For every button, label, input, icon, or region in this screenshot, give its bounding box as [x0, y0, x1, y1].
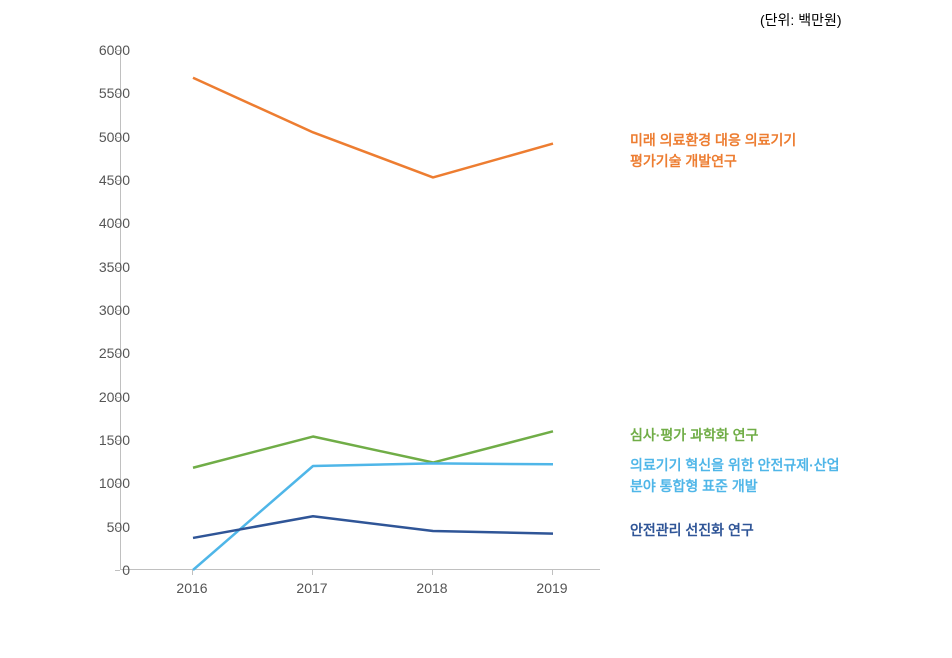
y-tick-label: 1500: [70, 432, 130, 448]
series-line-safety-management: [193, 516, 553, 538]
y-tick-label: 4500: [70, 172, 130, 188]
y-tick-label: 4000: [70, 215, 130, 231]
series-label-review-science: 심사·평가 과학화 연구: [630, 425, 758, 446]
y-tick-mark: [115, 223, 120, 224]
plot-area: [120, 50, 600, 570]
y-tick-label: 5000: [70, 129, 130, 145]
y-tick-label: 2000: [70, 389, 130, 405]
y-tick-label: 5500: [70, 85, 130, 101]
y-tick-mark: [115, 440, 120, 441]
x-tick-mark: [192, 570, 193, 575]
x-tick-mark: [552, 570, 553, 575]
x-tick-mark: [312, 570, 313, 575]
chart-svg: [121, 50, 601, 570]
y-tick-label: 0: [70, 562, 130, 578]
series-line-innovation-standard: [193, 463, 553, 570]
y-tick-mark: [115, 397, 120, 398]
y-tick-label: 3500: [70, 259, 130, 275]
y-tick-mark: [115, 267, 120, 268]
x-tick-label: 2017: [296, 580, 327, 596]
y-tick-mark: [115, 93, 120, 94]
x-tick-label: 2019: [536, 580, 567, 596]
y-tick-mark: [115, 50, 120, 51]
y-tick-mark: [115, 483, 120, 484]
y-tick-mark: [115, 310, 120, 311]
x-tick-label: 2016: [176, 580, 207, 596]
y-tick-mark: [115, 353, 120, 354]
y-tick-label: 3000: [70, 302, 130, 318]
y-tick-mark: [115, 137, 120, 138]
y-tick-label: 1000: [70, 475, 130, 491]
y-tick-label: 500: [70, 519, 130, 535]
y-tick-mark: [115, 570, 120, 571]
y-tick-mark: [115, 527, 120, 528]
series-label-future-medical: 미래 의료환경 대응 의료기기평가기술 개발연구: [630, 130, 796, 172]
x-tick-mark: [432, 570, 433, 575]
line-chart: 0 500 1000 1500 2000 2500 3000 3500 4000 4500 5000…: [60, 40, 620, 610]
series-label-safety-management: 안전관리 선진화 연구: [630, 520, 754, 541]
unit-label: (단위: 백만원): [760, 10, 842, 30]
series-line-review-science: [193, 431, 553, 467]
y-tick-label: 6000: [70, 42, 130, 58]
series-line-future-medical: [193, 78, 553, 178]
series-label-innovation-standard: 의료기기 혁신을 위한 안전규제·산업분야 통합형 표준 개발: [630, 455, 840, 497]
x-tick-label: 2018: [416, 580, 447, 596]
y-tick-mark: [115, 180, 120, 181]
y-tick-label: 2500: [70, 345, 130, 361]
